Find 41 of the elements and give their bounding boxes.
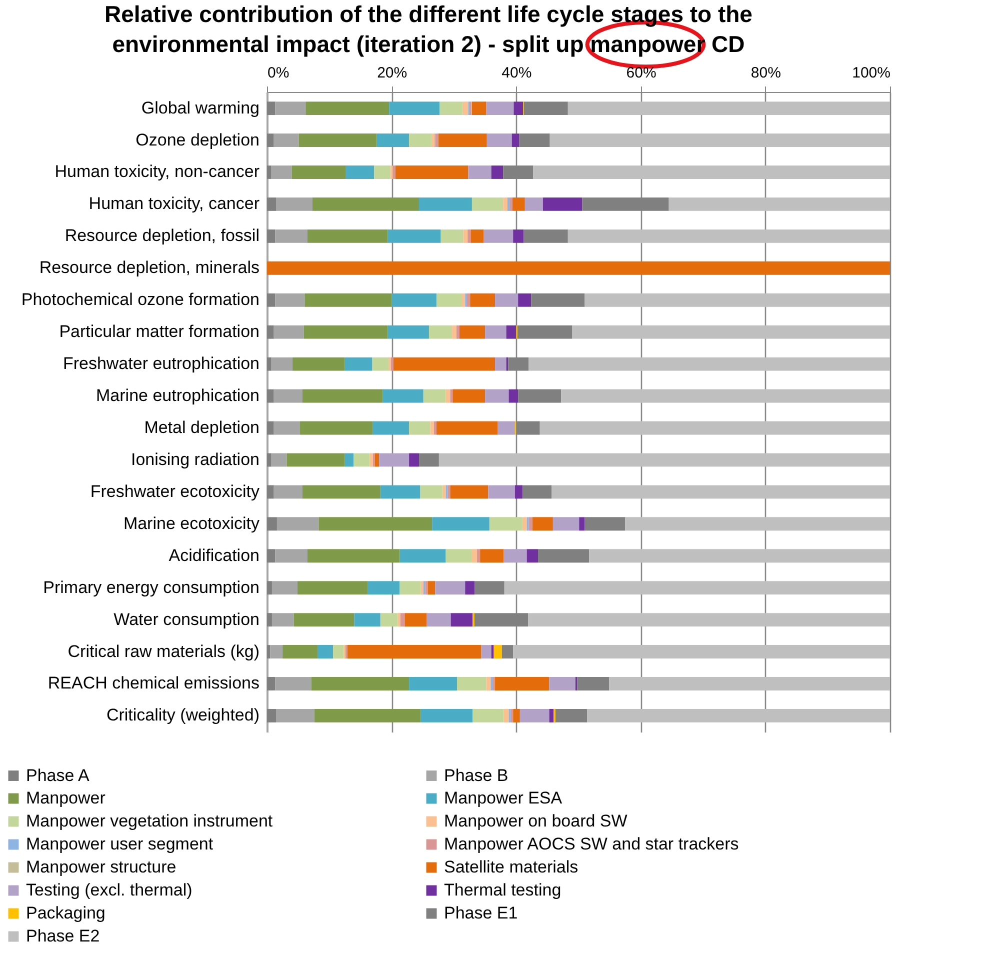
x-tick-label: 80% bbox=[750, 64, 781, 82]
legend-label: Satellite materials bbox=[444, 858, 578, 876]
legend-label: Manpower vegetation instrument bbox=[26, 812, 273, 830]
y-tick-label: Critical raw materials (kg) bbox=[68, 642, 260, 661]
x-tick-label: 60% bbox=[626, 64, 656, 82]
x-tick-label: 0% bbox=[268, 64, 290, 82]
y-tick-label: Resource depletion, fossil bbox=[64, 226, 260, 246]
legend-label: Phase A bbox=[26, 766, 90, 785]
y-tick-label: Acidification bbox=[168, 546, 260, 565]
legend-label: Packaging bbox=[26, 904, 106, 922]
y-tick-label: Primary energy consumption bbox=[43, 578, 260, 597]
y-tick-label: Marine eutrophication bbox=[96, 386, 260, 406]
legend-label: Phase B bbox=[444, 766, 508, 785]
legend-label: Manpower AOCS SW and star trackers bbox=[444, 834, 739, 854]
y-tick-label: Water consumption bbox=[114, 610, 260, 629]
legend-label: Manpower structure bbox=[26, 858, 176, 876]
legend-label: Manpower on board SW bbox=[444, 812, 628, 830]
y-tick-label: Particular matter formation bbox=[59, 322, 260, 342]
y-tick-label: Marine ecotoxicity bbox=[123, 514, 260, 533]
y-tick-label: Metal depletion bbox=[144, 418, 260, 437]
x-tick-label: 40% bbox=[502, 64, 532, 82]
y-tick-label: Ionising radiation bbox=[130, 450, 260, 469]
y-tick-label: Criticality (weighted) bbox=[106, 706, 260, 725]
legend-label: Manpower ESA bbox=[444, 788, 563, 808]
legend-label: Phase E1 bbox=[444, 904, 518, 922]
y-tick-label: Global warming bbox=[141, 98, 260, 118]
y-tick-label: Human toxicity, cancer bbox=[88, 194, 260, 214]
legend-label: Phase E2 bbox=[26, 926, 100, 946]
y-tick-label: Human toxicity, non-cancer bbox=[54, 162, 260, 182]
legend-label: Manpower bbox=[26, 788, 106, 808]
y-tick-label: Freshwater ecotoxicity bbox=[90, 482, 260, 501]
legend-label: Thermal testing bbox=[444, 880, 562, 900]
legend-label: Testing (excl. thermal) bbox=[26, 880, 192, 900]
y-tick-label: Freshwater eutrophication bbox=[62, 354, 260, 374]
legend-label: Manpower user segment bbox=[26, 834, 214, 854]
y-tick-label: Photochemical ozone formation bbox=[21, 290, 260, 310]
y-tick-label: Ozone depletion bbox=[136, 130, 260, 150]
x-tick-label: 20% bbox=[377, 64, 408, 82]
x-tick-label: 100% bbox=[852, 64, 890, 82]
y-tick-label: Resource depletion, minerals bbox=[39, 258, 260, 278]
y-tick-label: REACH chemical emissions bbox=[48, 674, 260, 693]
